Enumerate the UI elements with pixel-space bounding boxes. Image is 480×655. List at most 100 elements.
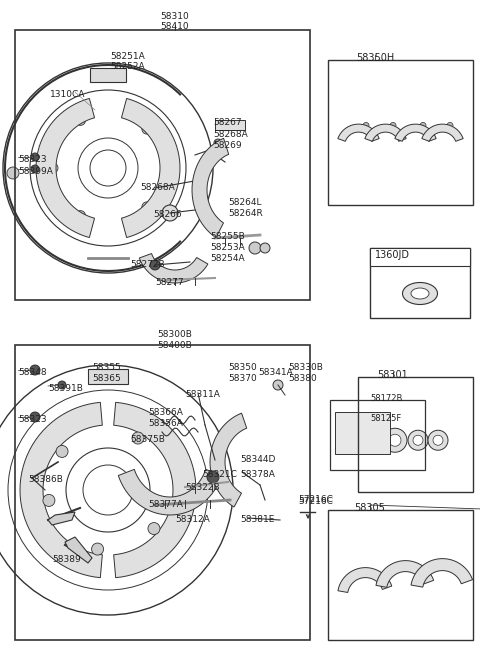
Text: 58253A: 58253A: [210, 243, 245, 252]
Circle shape: [31, 165, 39, 173]
Text: 58389: 58389: [52, 555, 81, 564]
Circle shape: [273, 380, 283, 390]
Circle shape: [7, 167, 19, 179]
Circle shape: [249, 242, 261, 254]
Text: 58125F: 58125F: [370, 414, 401, 423]
Polygon shape: [139, 253, 208, 283]
Text: 58266: 58266: [153, 210, 181, 219]
Text: 58378A: 58378A: [240, 470, 275, 479]
Circle shape: [48, 163, 58, 173]
Circle shape: [142, 124, 152, 134]
Bar: [88, 369, 128, 384]
Text: 1310CA: 1310CA: [50, 90, 85, 99]
Text: 58323: 58323: [18, 155, 47, 164]
Text: 58310: 58310: [161, 12, 190, 21]
Text: 58323: 58323: [18, 415, 47, 424]
Text: 58370: 58370: [228, 374, 257, 383]
Text: 58377A: 58377A: [148, 500, 183, 509]
Polygon shape: [411, 559, 473, 587]
Text: 58264L: 58264L: [228, 198, 262, 207]
Text: 58365: 58365: [92, 374, 121, 383]
Bar: [358, 377, 473, 492]
Text: 58366A: 58366A: [148, 408, 183, 417]
Bar: [370, 248, 470, 318]
Polygon shape: [365, 124, 406, 141]
Text: 58375B: 58375B: [130, 435, 165, 444]
Bar: [328, 510, 473, 640]
Circle shape: [369, 434, 381, 446]
Text: 58330B: 58330B: [288, 363, 323, 372]
Text: 58356A: 58356A: [148, 419, 183, 428]
Circle shape: [132, 432, 144, 444]
Circle shape: [361, 428, 375, 442]
Polygon shape: [114, 402, 196, 578]
Bar: [15, 30, 310, 300]
Polygon shape: [376, 561, 434, 588]
Text: 57216C: 57216C: [298, 497, 333, 506]
Polygon shape: [338, 124, 379, 141]
Circle shape: [363, 428, 387, 452]
Circle shape: [162, 205, 178, 221]
Polygon shape: [20, 402, 102, 578]
Circle shape: [354, 421, 382, 449]
Circle shape: [142, 202, 152, 212]
Text: 58410: 58410: [161, 22, 189, 31]
Text: 58305: 58305: [355, 503, 385, 513]
Text: 58267: 58267: [213, 118, 241, 127]
Text: 58268A: 58268A: [213, 130, 248, 139]
Text: 58311A: 58311A: [185, 390, 220, 399]
Bar: [15, 345, 310, 640]
Bar: [335, 412, 390, 454]
Text: 58400B: 58400B: [157, 341, 192, 350]
Text: 58312A: 58312A: [175, 515, 210, 524]
Circle shape: [383, 428, 407, 452]
Text: 58251A: 58251A: [110, 52, 145, 61]
Circle shape: [363, 122, 369, 128]
Polygon shape: [338, 568, 392, 593]
Text: 58301: 58301: [378, 370, 408, 380]
Circle shape: [56, 445, 68, 457]
Polygon shape: [65, 537, 92, 563]
Text: 58341A: 58341A: [258, 368, 293, 377]
Circle shape: [75, 211, 85, 221]
Polygon shape: [210, 413, 247, 507]
Text: 58350H: 58350H: [356, 53, 394, 63]
Text: 58269: 58269: [213, 141, 241, 150]
Text: 58348: 58348: [18, 368, 47, 377]
Bar: [370, 248, 470, 266]
Text: 58252A: 58252A: [110, 62, 144, 71]
Circle shape: [43, 495, 55, 506]
Bar: [215, 120, 245, 130]
Circle shape: [433, 436, 443, 445]
Circle shape: [92, 543, 104, 555]
Text: 58272B: 58272B: [130, 260, 165, 269]
Circle shape: [58, 381, 66, 389]
Circle shape: [420, 122, 426, 128]
Text: 57216C: 57216C: [298, 495, 333, 504]
Circle shape: [408, 430, 428, 450]
Polygon shape: [36, 98, 95, 238]
Text: 58172B: 58172B: [370, 394, 402, 403]
Text: 58380: 58380: [288, 374, 317, 383]
FancyArrowPatch shape: [306, 515, 310, 518]
Circle shape: [447, 122, 453, 128]
Text: 58321C: 58321C: [202, 470, 237, 479]
Circle shape: [75, 115, 85, 125]
Bar: [90, 68, 126, 82]
Polygon shape: [118, 470, 222, 515]
Text: 58255B: 58255B: [210, 232, 245, 241]
Text: 58268A: 58268A: [140, 183, 175, 192]
Circle shape: [30, 365, 40, 375]
Text: 1360JD: 1360JD: [375, 250, 410, 260]
Text: 58386B: 58386B: [28, 475, 63, 484]
Circle shape: [428, 430, 448, 450]
Polygon shape: [395, 124, 436, 141]
Polygon shape: [192, 138, 228, 238]
Ellipse shape: [411, 288, 429, 299]
Bar: [328, 60, 473, 205]
Polygon shape: [422, 124, 463, 141]
Circle shape: [390, 122, 396, 128]
Polygon shape: [48, 512, 75, 525]
Text: 58355: 58355: [92, 363, 121, 372]
Circle shape: [207, 471, 219, 483]
